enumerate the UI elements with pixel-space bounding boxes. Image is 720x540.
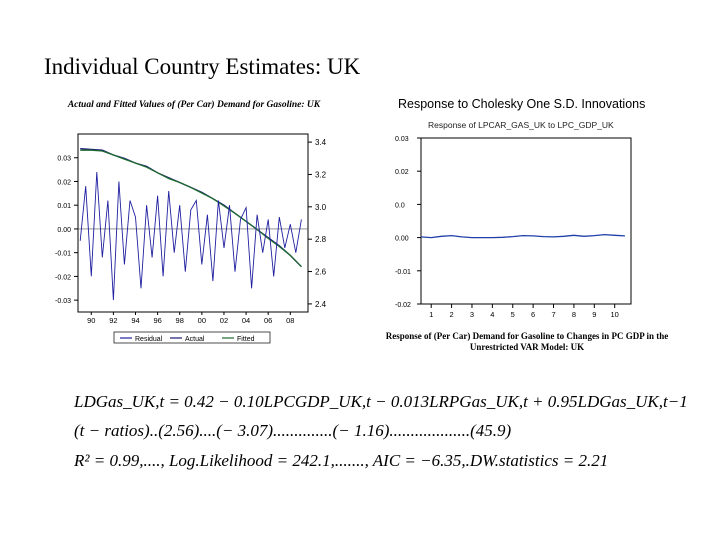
right-axis-tick-label: 3.4 bbox=[315, 138, 327, 147]
x-axis-tick-label: 4 bbox=[490, 310, 494, 319]
x-axis-tick-label: 96 bbox=[153, 316, 161, 325]
x-axis-tick-label: 00 bbox=[198, 316, 206, 325]
left-axis-tick-label: 0.02 bbox=[57, 179, 71, 186]
left-plot-frame bbox=[77, 133, 309, 313]
left-chart-legend: Residual Actual Fitted bbox=[113, 331, 271, 344]
y-axis-tick-label: -0.01 bbox=[395, 269, 411, 276]
x-axis-tick-label: 7 bbox=[551, 310, 555, 319]
legend-label-residual: Residual bbox=[135, 336, 163, 343]
x-axis-tick-label: 9 bbox=[592, 310, 596, 319]
x-axis-tick-label: 90 bbox=[87, 316, 95, 325]
x-axis-tick-label: 06 bbox=[264, 316, 272, 325]
y-axis-tick-label: 0.0 bbox=[395, 202, 405, 209]
statistics-line: R² = 0.99,...., Log.Likelihood = 242.1,.… bbox=[74, 451, 609, 470]
caption-line-1: Response of (Per Car) Demand for Gasolin… bbox=[385, 331, 669, 341]
y-axis-tick-label: 0.03 bbox=[395, 136, 409, 143]
left-axis-tick-label: 0.01 bbox=[57, 203, 71, 210]
left-axis-tick-label: 0.00 bbox=[57, 227, 71, 234]
left-axis-tick-label: 0.03 bbox=[57, 156, 71, 163]
x-axis-tick-label: 8 bbox=[572, 310, 576, 319]
left-axis-tick-label: -0.03 bbox=[55, 298, 71, 305]
right-chart-title: Response to Cholesky One S.D. Innovation… bbox=[398, 97, 646, 111]
regression-equation: LDGas_UK,t = 0.42 − 0.10LPCGDP_UK,t − 0.… bbox=[74, 392, 688, 411]
right-chart-caption: Response of (Per Car) Demand for Gasolin… bbox=[364, 331, 690, 353]
right-axis-tick-label: 2.8 bbox=[315, 235, 327, 244]
x-axis-tick-label: 94 bbox=[131, 316, 139, 325]
left-chart-title: Actual and Fitted Values of (Per Car) De… bbox=[67, 100, 321, 110]
x-axis-tick-label: 04 bbox=[242, 316, 250, 325]
series-line-fitted bbox=[80, 149, 302, 268]
x-axis-tick-label: 02 bbox=[220, 316, 228, 325]
right-axis-tick-label: 2.4 bbox=[315, 300, 327, 309]
x-axis-tick-label: 08 bbox=[286, 316, 294, 325]
x-axis-tick-label: 6 bbox=[531, 310, 535, 319]
x-axis-tick-label: 1 bbox=[429, 310, 433, 319]
x-axis-tick-label: 3 bbox=[470, 310, 474, 319]
y-axis-tick-label: -0.02 bbox=[395, 302, 411, 309]
page-title: Individual Country Estimates: UK bbox=[44, 54, 361, 79]
series-line-response bbox=[420, 233, 625, 239]
x-axis-tick-label: 5 bbox=[511, 310, 515, 319]
legend-label-actual: Actual bbox=[185, 336, 205, 343]
left-axis-tick-label: -0.01 bbox=[55, 251, 71, 258]
legend-frame bbox=[113, 331, 271, 344]
right-plot-frame bbox=[420, 137, 632, 305]
caption-line-2: Unrestricted VAR Model: UK bbox=[469, 342, 585, 352]
y-axis-tick-label: 0.02 bbox=[395, 169, 409, 176]
y-axis-tick-label: 0.00 bbox=[395, 236, 409, 243]
right-axis-tick-label: 3.0 bbox=[315, 203, 327, 212]
t-ratios-line: (t − ratios)..(2.56)....(− 3.07)........… bbox=[74, 421, 512, 440]
x-axis-tick-label: 2 bbox=[449, 310, 453, 319]
right-axis-tick-label: 3.2 bbox=[315, 170, 327, 179]
right-axis-tick-label: 2.6 bbox=[315, 268, 327, 277]
x-axis-tick-label: 98 bbox=[176, 316, 184, 325]
x-axis-tick-label: 92 bbox=[109, 316, 117, 325]
left-axis-tick-label: -0.02 bbox=[55, 274, 71, 281]
series-line-residual bbox=[79, 171, 302, 301]
x-axis-tick-label: 10 bbox=[611, 310, 619, 319]
legend-label-fitted: Fitted bbox=[237, 336, 255, 343]
right-chart-subtitle: Response of LPCAR_GAS_UK to LPC_GDP_UK bbox=[428, 120, 614, 130]
